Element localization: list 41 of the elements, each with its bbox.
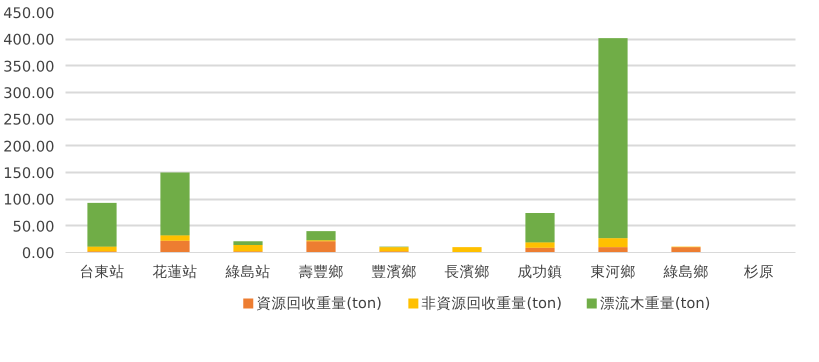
bar xyxy=(452,247,482,252)
y-tick-label: 50.00 xyxy=(12,218,55,236)
bar xyxy=(671,247,701,252)
x-tick-label: 成功鎮 xyxy=(518,264,562,280)
bar xyxy=(306,241,336,252)
bar xyxy=(525,213,555,242)
bar xyxy=(87,246,117,252)
bar xyxy=(306,231,336,240)
bar xyxy=(233,241,263,246)
x-tick-label: 綠島站 xyxy=(224,264,270,280)
y-tick-label: 150.00 xyxy=(3,165,55,182)
y-tick-label: 250.00 xyxy=(3,112,55,129)
x-tick-label: 台東站 xyxy=(80,264,124,280)
bar xyxy=(598,247,628,252)
bar xyxy=(160,172,190,236)
x-tick-label: 杉原 xyxy=(743,264,774,280)
y-tick-label: 100.00 xyxy=(3,192,55,209)
x-tick-label: 東河鄉 xyxy=(590,264,636,280)
bar xyxy=(87,202,117,247)
y-tick-label: 350.00 xyxy=(3,58,55,76)
legend-label: 非資源回收重量(ton) xyxy=(422,295,562,312)
bar xyxy=(598,38,628,238)
y-tick-label: 200.00 xyxy=(3,138,55,156)
x-tick-label: 長濱鄉 xyxy=(444,264,490,280)
y-tick-label: 300.00 xyxy=(3,85,55,102)
bar xyxy=(525,242,555,248)
x-tick-label: 綠島鄉 xyxy=(662,264,708,280)
y-tick-label: 450.00 xyxy=(3,5,55,22)
bar xyxy=(598,238,628,248)
bar xyxy=(160,235,190,241)
bar xyxy=(233,245,263,252)
x-tick-label: 豐濱鄉 xyxy=(372,264,416,280)
bar xyxy=(160,240,190,252)
x-tick-label: 花蓮站 xyxy=(152,264,198,280)
bar xyxy=(525,248,555,252)
y-tick-label: 0.00 xyxy=(22,245,55,262)
legend-label: 漂流木重量(ton) xyxy=(600,295,710,312)
y-tick-label: 400.00 xyxy=(3,32,55,49)
x-tick-label: 壽豐鄉 xyxy=(298,264,344,280)
legend-label: 資源回收重量(ton) xyxy=(256,295,382,312)
bar xyxy=(379,247,409,252)
